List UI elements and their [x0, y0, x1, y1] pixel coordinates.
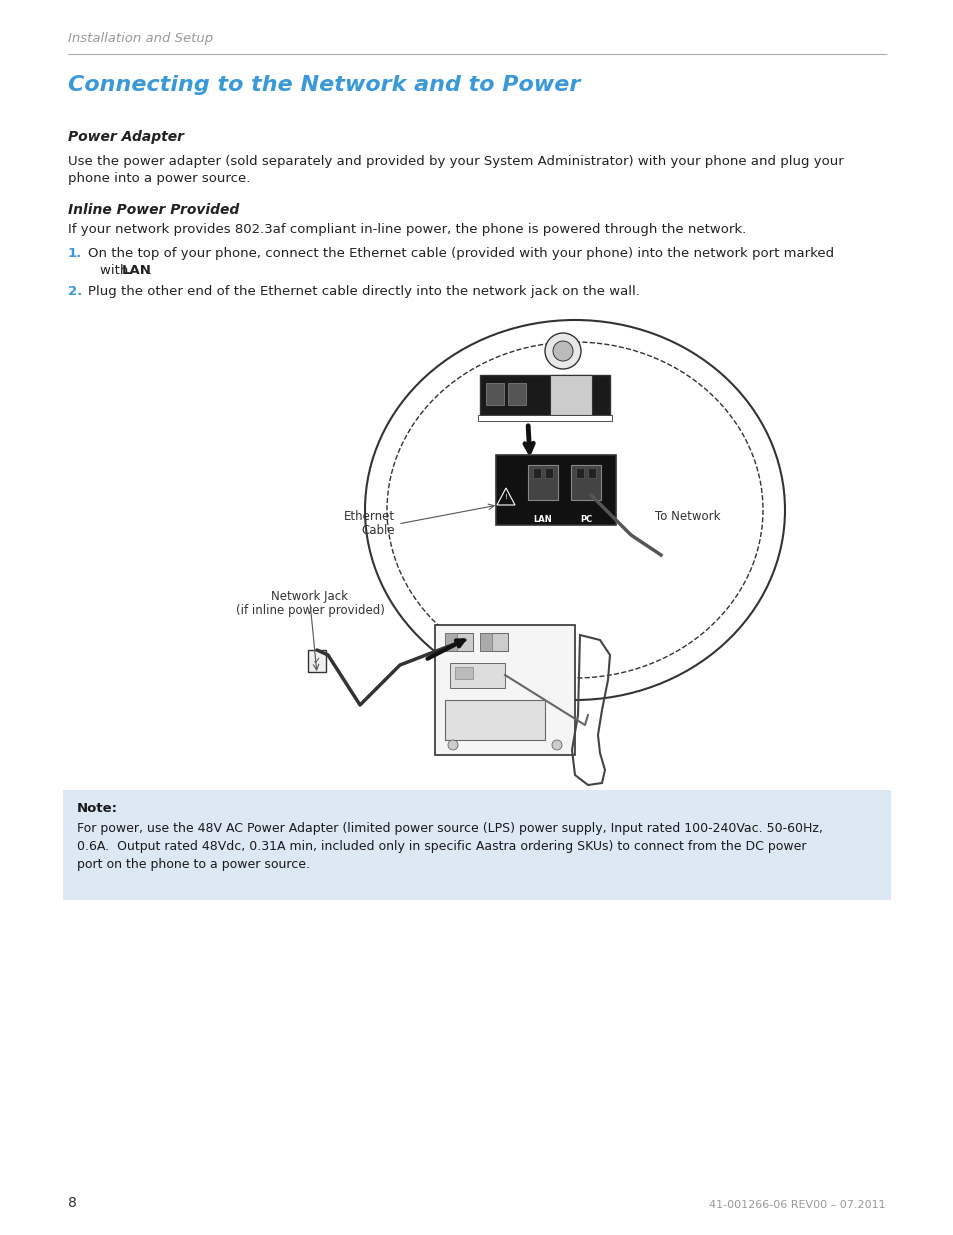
- Text: 2.: 2.: [68, 285, 82, 298]
- Bar: [63, 790, 890, 900]
- Text: For power, use the 48V AC Power Adapter (limited power source (LPS) power supply: For power, use the 48V AC Power Adapter …: [77, 823, 822, 835]
- Bar: [479, 634, 507, 651]
- Bar: [479, 634, 492, 651]
- Circle shape: [552, 740, 561, 750]
- Text: .: .: [148, 264, 152, 277]
- Text: PC: PC: [579, 515, 592, 524]
- Text: with: with: [100, 264, 132, 277]
- Bar: [479, 375, 609, 415]
- Bar: [571, 466, 600, 500]
- Bar: [533, 468, 540, 478]
- Text: phone into a power source.: phone into a power source.: [68, 172, 250, 185]
- Text: 41-001266-06 REV00 – 07.2011: 41-001266-06 REV00 – 07.2011: [709, 1200, 885, 1210]
- Bar: [455, 667, 473, 679]
- Text: !: !: [504, 494, 507, 500]
- Bar: [444, 634, 473, 651]
- Text: LAN: LAN: [122, 264, 152, 277]
- Text: To Network: To Network: [655, 510, 720, 522]
- Text: 0.6A.  Output rated 48Vdc, 0.31A min, included only in specific Aastra ordering : 0.6A. Output rated 48Vdc, 0.31A min, inc…: [77, 840, 805, 853]
- Circle shape: [448, 740, 457, 750]
- Text: On the top of your phone, connect the Ethernet cable (provided with your phone) : On the top of your phone, connect the Et…: [88, 247, 833, 261]
- Text: LAN: LAN: [533, 515, 552, 524]
- Bar: [527, 466, 558, 500]
- Bar: [544, 468, 553, 478]
- Bar: [308, 650, 326, 672]
- Text: Ethernet: Ethernet: [343, 510, 395, 522]
- Text: Installation and Setup: Installation and Setup: [68, 32, 213, 44]
- Text: Note:: Note:: [77, 802, 118, 815]
- Bar: [444, 634, 456, 651]
- Text: Cable: Cable: [361, 524, 395, 537]
- Text: Network Jack: Network Jack: [272, 590, 348, 603]
- Bar: [550, 375, 592, 415]
- Text: Connecting to the Network and to Power: Connecting to the Network and to Power: [68, 75, 579, 95]
- Text: Plug the other end of the Ethernet cable directly into the network jack on the w: Plug the other end of the Ethernet cable…: [88, 285, 639, 298]
- Bar: [477, 415, 612, 421]
- Bar: [444, 700, 544, 740]
- Text: (if inline power provided): (if inline power provided): [235, 604, 384, 618]
- Text: If your network provides 802.3af compliant in-line power, the phone is powered t: If your network provides 802.3af complia…: [68, 224, 745, 236]
- Bar: [496, 454, 616, 525]
- Circle shape: [553, 341, 573, 361]
- Circle shape: [544, 333, 580, 369]
- Bar: [435, 625, 575, 755]
- Text: Use the power adapter (sold separately and provided by your System Administrator: Use the power adapter (sold separately a…: [68, 156, 842, 168]
- Text: port on the phone to a power source.: port on the phone to a power source.: [77, 858, 310, 871]
- Bar: [450, 663, 504, 688]
- Text: 8: 8: [68, 1195, 77, 1210]
- Text: ✓: ✓: [313, 656, 321, 666]
- Bar: [587, 468, 596, 478]
- Bar: [576, 468, 583, 478]
- Bar: [485, 383, 503, 405]
- Bar: [507, 383, 525, 405]
- Text: Inline Power Provided: Inline Power Provided: [68, 203, 239, 217]
- Text: Power Adapter: Power Adapter: [68, 130, 184, 144]
- Text: 1.: 1.: [68, 247, 82, 261]
